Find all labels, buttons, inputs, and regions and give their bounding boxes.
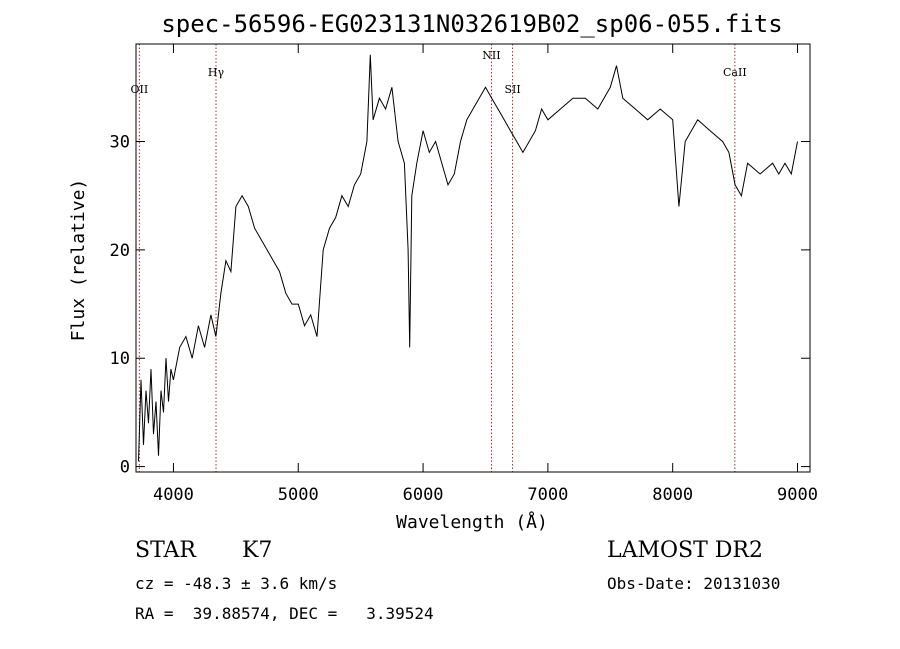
- x-tick-label: 9000: [777, 485, 818, 505]
- x-tick-label: 8000: [652, 485, 693, 505]
- x-tick-label: 7000: [527, 485, 568, 505]
- survey-label: LAMOST DR2: [607, 538, 763, 563]
- y-axis-label: Flux (relative): [68, 179, 89, 342]
- plot-frame: [135, 43, 811, 473]
- x-tick-label: 5000: [278, 485, 319, 505]
- y-tick-label: 30: [110, 133, 130, 153]
- y-axis: 0 10 20 30: [110, 133, 810, 478]
- x-tick-label: 4000: [153, 485, 194, 505]
- x-tick-label: 6000: [403, 485, 444, 505]
- line-marker-label: NII: [482, 49, 500, 62]
- obs-date-readout: Obs-Date: 20131030: [607, 574, 781, 593]
- cz-readout: cz = -48.3 ± 3.6 km/s: [135, 574, 338, 593]
- x-axis: 4000 5000 6000 7000 8000 9000: [153, 44, 818, 505]
- line-marker-label: CaII: [723, 66, 747, 79]
- x-axis-label: Wavelength (Å): [396, 511, 548, 533]
- line-marker-label: OII: [131, 83, 149, 96]
- chart-title: spec-56596-EG023131N032619B02_sp06-055.f…: [161, 10, 782, 38]
- radec-readout: RA = 39.88574, DEC = 3.39524: [135, 604, 434, 623]
- class-label: STAR: [135, 538, 196, 563]
- spectral-line-markers: OII Hγ NII SII CaII: [131, 44, 747, 472]
- line-marker-label: SII: [504, 83, 520, 96]
- subclass-label: K7: [242, 538, 273, 563]
- y-tick-label: 0: [120, 458, 130, 478]
- y-tick-label: 10: [110, 349, 130, 369]
- spectrum-series-line: [138, 54, 798, 462]
- line-marker-label: Hγ: [208, 66, 225, 79]
- y-tick-label: 20: [110, 241, 130, 261]
